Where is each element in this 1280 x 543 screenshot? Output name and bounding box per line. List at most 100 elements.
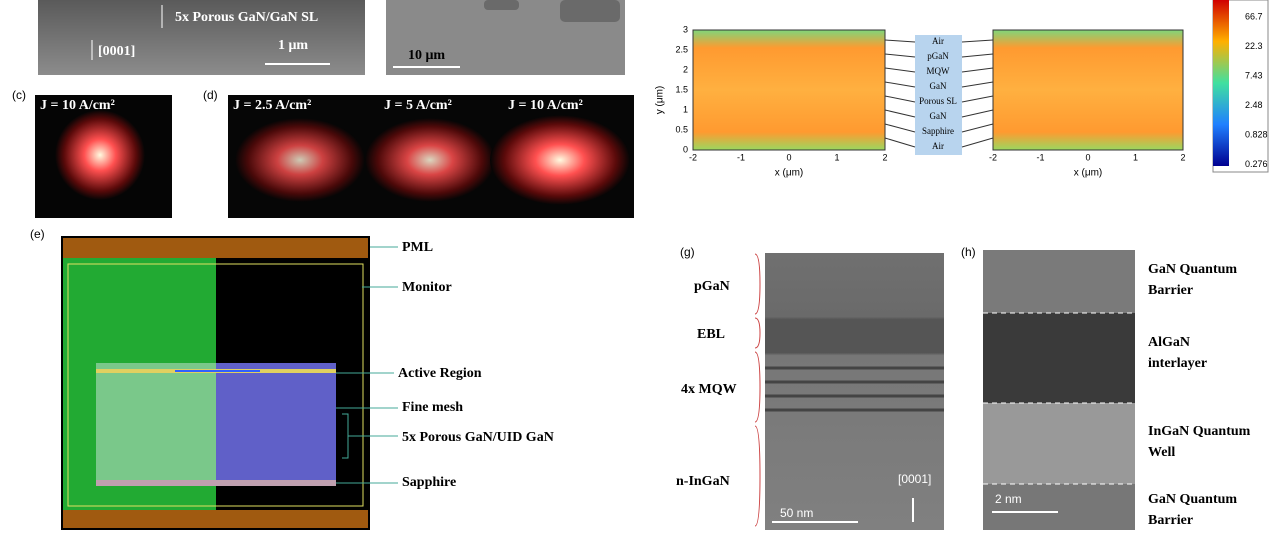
- colorbar-label: 7.43: [1245, 70, 1263, 80]
- region: [216, 363, 336, 485]
- layer-label: Porous SL: [919, 96, 957, 106]
- label: J = 10 A/cm²: [508, 98, 583, 113]
- layer-label: GaN Quantum: [1148, 262, 1237, 277]
- layer-label: GaN Quantum: [1148, 492, 1237, 507]
- layer-label: AlGaN: [1148, 335, 1190, 350]
- leader: [961, 109, 994, 118]
- shape: [342, 413, 398, 459]
- y-tick-label: 0: [683, 144, 688, 154]
- colorbar-label: 0.828: [1245, 129, 1268, 139]
- x-axis-label: x (μm): [775, 168, 804, 179]
- label: (d): [203, 88, 218, 102]
- leader: [961, 39, 994, 43]
- tem-image: [983, 484, 1135, 530]
- layer-label: Well: [1148, 445, 1175, 460]
- leader: [884, 81, 916, 88]
- layer-label: Air: [932, 141, 944, 151]
- leader: [884, 123, 916, 133]
- label: 50 nm: [780, 506, 813, 520]
- tem-image: [765, 253, 944, 530]
- plot-frame: [692, 29, 886, 151]
- tem-image: [983, 313, 1135, 403]
- leader: [884, 39, 916, 43]
- leader: [961, 81, 994, 88]
- x-tick-label: 2: [882, 152, 887, 162]
- label: PML: [402, 240, 433, 255]
- label: (c): [12, 88, 26, 102]
- x-tick-label: 1: [834, 152, 839, 162]
- shape: [754, 317, 761, 349]
- layer-label: Sapphire: [922, 126, 954, 136]
- label: Sapphire: [402, 475, 456, 490]
- sapphire: [96, 480, 336, 486]
- glow: [55, 110, 145, 200]
- label: EBL: [697, 327, 725, 342]
- plot-frame: [992, 29, 1184, 151]
- label: J = 10 A/cm²: [40, 98, 115, 113]
- layer-label: Barrier: [1148, 283, 1193, 298]
- label: 5x Porous GaN/UID GaN: [402, 430, 554, 445]
- interfaces: [983, 312, 1135, 485]
- label: [0001]: [898, 472, 931, 486]
- layer-label: interlayer: [1148, 356, 1207, 371]
- leader: [961, 123, 994, 133]
- y-tick-label: 1: [683, 104, 688, 114]
- label: 10 μm: [408, 48, 445, 63]
- colorbar-label: 0.276: [1245, 159, 1268, 169]
- x-tick-label: 0: [1085, 152, 1090, 162]
- feature: [484, 0, 519, 10]
- layer-label: Air: [932, 36, 944, 46]
- label: pGaN: [694, 279, 730, 294]
- y-tick-label: 1.5: [675, 84, 688, 94]
- label: [0001]: [98, 44, 135, 59]
- x-tick-label: -2: [689, 152, 697, 162]
- label: Monitor: [402, 280, 452, 295]
- leader: [884, 109, 916, 118]
- layer-label: Barrier: [1148, 513, 1193, 528]
- colorbar-label: 66.7: [1245, 11, 1263, 21]
- layer-label: GaN: [930, 81, 947, 91]
- label: 5x Porous GaN/GaN SL: [175, 10, 318, 25]
- y-tick-label: 2.5: [675, 44, 688, 54]
- shape: [754, 253, 761, 315]
- label: 1 μm: [278, 38, 308, 53]
- x-tick-label: 2: [1180, 152, 1185, 162]
- label: 4x MQW: [681, 382, 737, 397]
- x-tick-label: -2: [989, 152, 997, 162]
- y-tick-label: 3: [683, 24, 688, 34]
- label: Active Region: [398, 366, 482, 381]
- label: (e): [30, 227, 45, 241]
- x-tick-label: 0: [786, 152, 791, 162]
- label: (g): [680, 245, 695, 259]
- layer-label: InGaN Quantum: [1148, 424, 1251, 439]
- label: 2 nm: [995, 492, 1022, 506]
- layer-label: MQW: [927, 66, 951, 76]
- leader: [961, 67, 994, 73]
- tem-image: [983, 403, 1135, 484]
- qw-lines: [765, 366, 944, 412]
- layer-label: pGaN: [927, 51, 949, 61]
- y-axis-label: y (μm): [655, 86, 666, 115]
- shape: [754, 351, 761, 423]
- glow: [490, 115, 630, 205]
- glow: [365, 118, 495, 202]
- label: J = 5 A/cm²: [384, 98, 452, 113]
- leader: [884, 67, 916, 73]
- y-tick-label: 2: [683, 64, 688, 74]
- colorbar-label: 2.48: [1245, 100, 1263, 110]
- braces: [754, 253, 761, 527]
- label: Fine mesh: [402, 400, 463, 415]
- leader: [884, 137, 916, 148]
- x-tick-label: 1: [1133, 152, 1138, 162]
- field-map: [693, 30, 885, 150]
- sem-image: [38, 0, 365, 75]
- field-map: [993, 30, 1183, 150]
- x-tick-label: -1: [737, 152, 745, 162]
- x-tick-label: -1: [1036, 152, 1044, 162]
- leader: [961, 95, 994, 103]
- pml: [63, 510, 368, 528]
- colorbar-label: 22.3: [1245, 41, 1263, 51]
- leader: [884, 95, 916, 103]
- shape: [754, 425, 761, 527]
